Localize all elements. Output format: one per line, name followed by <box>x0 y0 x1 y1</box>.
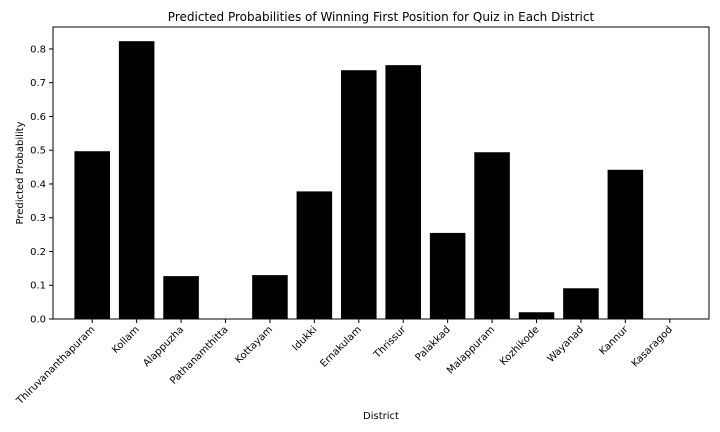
bar-malappuram <box>474 152 510 319</box>
y-tick-label: 0.5 <box>30 146 46 157</box>
y-tick-label: 0.6 <box>30 112 46 123</box>
x-tick-label: Kannur <box>597 324 631 358</box>
plot-frame <box>52 26 710 320</box>
x-tick-label: Idukki <box>290 324 319 353</box>
x-tick-label: Kottayam <box>233 324 275 366</box>
x-tick-label: Thiruvananthapuram <box>14 324 97 407</box>
x-tick-label: Kollam <box>110 324 142 356</box>
y-tick-label: 0.0 <box>30 315 46 326</box>
y-tick-label: 0.3 <box>30 213 46 224</box>
x-axis: Thiruvananthapuram Kollam AlappuzhaPathana… <box>14 319 675 407</box>
y-axis: 0.0 0.1 0.2 0.3 0.4 0.5 0.6 0.7 0.8 <box>30 44 53 326</box>
x-tick-label: Alappuzha <box>141 324 186 369</box>
y-tick-label: 0.2 <box>30 247 46 258</box>
bar-palakkad <box>429 232 466 319</box>
x-axis-label: District <box>363 411 399 422</box>
bar-thiruvananthapuram <box>74 151 110 319</box>
x-tick-label: Kozhikode <box>498 324 542 368</box>
x-tick-label: Malappuram <box>445 324 497 376</box>
bar-kozhikode <box>518 312 555 319</box>
bar-wayanad <box>563 288 599 319</box>
x-tick-label: Thrissur <box>371 324 409 362</box>
bar-thrissur <box>385 65 421 320</box>
bar-alappuzha <box>163 276 199 319</box>
bar-kannur <box>607 169 644 319</box>
y-tick-label: 0.7 <box>30 78 46 89</box>
y-tick-label: 0.1 <box>30 281 46 292</box>
x-tick-label: Palakkad <box>414 324 453 363</box>
y-axis-label: Predicted Probability <box>15 121 26 224</box>
x-tick-label: Wayanad <box>546 324 586 364</box>
bar-kottayam <box>252 275 288 319</box>
chart-title: Predicted Probabilities of Winning First… <box>168 10 595 24</box>
bars-group <box>74 41 644 320</box>
y-tick-label: 0.8 <box>30 44 46 55</box>
bar-idukki <box>296 191 333 319</box>
bar-ernakulam <box>341 70 377 319</box>
x-tick-label: Ernakulam <box>319 324 364 369</box>
y-tick-label: 0.4 <box>30 179 46 190</box>
bar-kollam <box>118 41 155 319</box>
x-tick-label: Kasaragod <box>630 324 675 369</box>
